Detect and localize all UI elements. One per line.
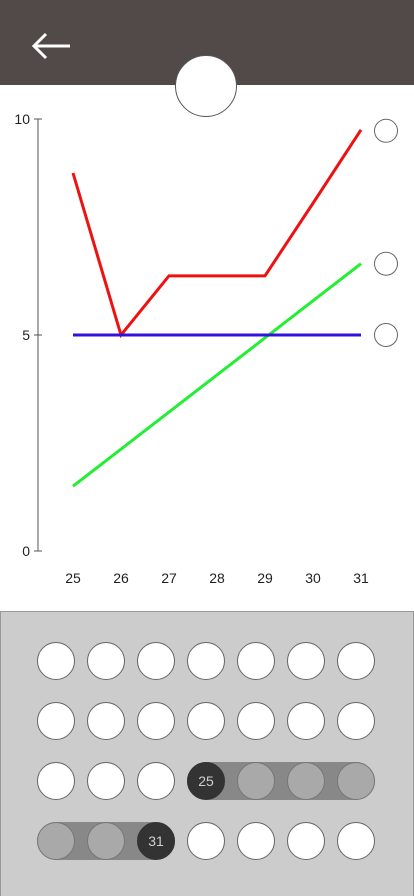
x-tick-label: 31	[353, 570, 369, 586]
calendar-day[interactable]	[37, 702, 75, 740]
calendar-day[interactable]	[37, 822, 75, 860]
calendar-day[interactable]	[137, 642, 175, 680]
range-endpoint-day[interactable]: 31	[137, 822, 175, 860]
series-toggle-3[interactable]	[374, 323, 398, 347]
calendar-day[interactable]	[37, 642, 75, 680]
calendar-day[interactable]	[337, 822, 375, 860]
x-tick-label: 28	[209, 570, 225, 586]
calendar-day[interactable]	[237, 822, 275, 860]
calendar-day[interactable]	[37, 762, 75, 800]
line-chart: 0 5 10 25 26 27 28 29 30 31	[14, 111, 398, 586]
calendar-day[interactable]	[337, 642, 375, 680]
calendar-day[interactable]	[237, 642, 275, 680]
series-toggle-1[interactable]	[374, 118, 398, 143]
series-line-2	[72, 262, 362, 488]
calendar-day[interactable]	[337, 702, 375, 740]
y-tick-label: 0	[22, 543, 30, 559]
calendar-day[interactable]	[137, 702, 175, 740]
x-tick-label: 30	[305, 570, 321, 586]
arrow-left-icon	[31, 32, 70, 60]
series-line-1	[71, 128, 363, 339]
calendar-day[interactable]	[187, 822, 225, 860]
calendar-day[interactable]	[187, 702, 225, 740]
calendar-day[interactable]	[137, 762, 175, 800]
calendar-day[interactable]	[87, 822, 125, 860]
calendar-day[interactable]	[287, 702, 325, 740]
range-endpoint-day[interactable]: 25	[187, 762, 225, 800]
y-tick-label: 5	[22, 327, 30, 343]
calendar-day[interactable]	[287, 822, 325, 860]
back-button[interactable]	[28, 28, 74, 64]
calendar-day[interactable]	[87, 702, 125, 740]
calendar-day[interactable]	[237, 762, 275, 800]
series-toggle-2[interactable]	[374, 251, 398, 276]
x-tick-label: 26	[113, 570, 129, 586]
y-tick-label: 10	[14, 111, 30, 127]
calendar-day[interactable]	[337, 762, 375, 800]
calendar-panel: 25 31	[0, 611, 414, 896]
calendar-day[interactable]	[87, 762, 125, 800]
x-tick-label: 29	[257, 570, 273, 586]
x-tick-label: 27	[161, 570, 177, 586]
calendar-day[interactable]	[287, 762, 325, 800]
calendar-day[interactable]	[187, 642, 225, 680]
x-tick-label: 25	[65, 570, 81, 586]
avatar[interactable]	[175, 55, 237, 117]
calendar-day[interactable]	[287, 642, 325, 680]
calendar-day[interactable]	[237, 702, 275, 740]
calendar-day[interactable]	[87, 642, 125, 680]
